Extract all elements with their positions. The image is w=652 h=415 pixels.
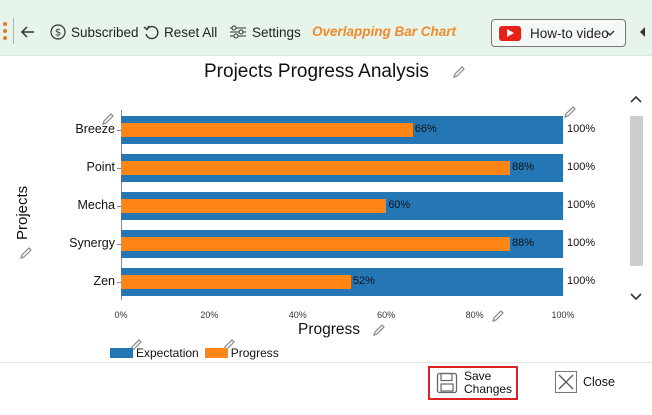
- progress-bar-point[interactable]: [121, 161, 510, 175]
- edit-title-pencil-icon[interactable]: [452, 65, 466, 79]
- settings-button[interactable]: Settings: [229, 22, 301, 42]
- floppy-disk-icon: [436, 372, 458, 394]
- chart-legend: Expectation Progress: [110, 346, 285, 360]
- category-label-zen: Zen: [93, 274, 115, 288]
- progress-value-label-zen: 52%: [352, 275, 375, 287]
- expectation-value-label-synergy: 100%: [567, 237, 596, 249]
- progress-bar-breeze[interactable]: [121, 123, 413, 137]
- edit-y-axis-pencil-icon[interactable]: [19, 246, 33, 260]
- back-arrow-icon: [20, 26, 34, 38]
- svg-text:$: $: [55, 28, 61, 39]
- y-tick-point: [117, 168, 121, 169]
- y-axis-title: Projects: [14, 185, 31, 240]
- sliders-icon: [230, 25, 246, 39]
- expectation-value-label-breeze: 100%: [567, 123, 596, 135]
- x-tick-label: 0%: [114, 310, 128, 320]
- y-tick-synergy: [117, 244, 121, 245]
- save-label-line1: Save: [464, 369, 492, 383]
- progress-value-label-breeze: 66%: [414, 123, 437, 135]
- scrollbar-thumb[interactable]: [630, 116, 643, 266]
- legend-item-expectation: Expectation: [110, 346, 199, 360]
- edit-x-axis-pencil-icon[interactable]: [491, 309, 505, 323]
- save-changes-button[interactable]: Save Changes: [428, 366, 518, 400]
- legend-swatch-progress: [204, 348, 228, 358]
- progress-bar-synergy[interactable]: [121, 237, 510, 251]
- chart-type-name: Overlapping Bar Chart: [312, 24, 457, 39]
- legend-label-progress: Progress: [230, 346, 279, 360]
- save-changes-label: Save Changes: [464, 370, 512, 396]
- progress-value-label-point: 88%: [511, 161, 534, 173]
- close-button[interactable]: Close: [555, 371, 615, 393]
- expectation-value-label-point: 100%: [567, 161, 596, 173]
- footer-separator: [0, 362, 652, 363]
- progress-bar-mecha[interactable]: [121, 199, 387, 213]
- expectation-value-label-zen: 100%: [567, 275, 596, 287]
- vertical-scrollbar[interactable]: [628, 86, 644, 310]
- close-icon: [555, 371, 577, 393]
- subscribed-label: Subscribed: [71, 24, 139, 40]
- youtube-icon: [499, 25, 521, 41]
- how-to-video-dropdown[interactable]: How-to video: [491, 19, 626, 47]
- close-label: Close: [583, 375, 615, 389]
- category-label-synergy: Synergy: [69, 236, 115, 250]
- legend-label-expectation: Expectation: [136, 346, 199, 360]
- dollar-icon: $: [50, 24, 66, 40]
- reset-all-label: Reset All: [164, 24, 218, 40]
- category-label-mecha: Mecha: [77, 198, 115, 212]
- legend-swatch-expectation: [110, 348, 133, 358]
- x-tick-label: 40%: [288, 310, 307, 320]
- x-axis-title: Progress: [298, 321, 361, 338]
- x-tick-label: 100%: [551, 310, 575, 320]
- scroll-up-icon[interactable]: [629, 94, 643, 104]
- progress-value-label-synergy: 88%: [511, 237, 534, 249]
- chevron-down-icon: [605, 30, 615, 36]
- back-button[interactable]: [20, 22, 41, 42]
- more-options-icon[interactable]: [3, 22, 9, 42]
- legend-item-progress: Progress: [204, 346, 279, 360]
- edit-x-ticks-pencil-icon[interactable]: [129, 338, 143, 352]
- x-tick-label: 20%: [200, 310, 219, 320]
- subscribed-button[interactable]: $ Subscribed: [50, 22, 139, 42]
- edit-x-title-pencil-icon[interactable]: [372, 323, 386, 337]
- expectation-value-label-mecha: 100%: [567, 199, 596, 211]
- category-label-point: Point: [86, 160, 116, 174]
- x-tick-label: 80%: [465, 310, 484, 320]
- toolbar-separator: [13, 18, 14, 44]
- progress-bar-zen[interactable]: [121, 275, 351, 289]
- how-to-video-label: How-to video: [530, 25, 609, 41]
- category-label-breeze: Breeze: [75, 122, 115, 136]
- collapse-arrow-icon[interactable]: [638, 26, 648, 38]
- edit-labels-pencil-icon[interactable]: [563, 105, 577, 119]
- y-tick-zen: [117, 282, 121, 283]
- x-tick-label: 60%: [377, 310, 396, 320]
- progress-value-label-mecha: 60%: [388, 199, 411, 211]
- settings-label: Settings: [252, 24, 301, 40]
- reset-all-button[interactable]: Reset All: [143, 22, 217, 42]
- y-tick-mecha: [117, 206, 121, 207]
- scroll-down-icon[interactable]: [629, 292, 643, 302]
- save-label-line2: Changes: [464, 382, 513, 396]
- y-tick-breeze: [117, 130, 121, 131]
- chart-title: Projects Progress Analysis: [204, 61, 429, 82]
- undo-icon: [143, 25, 159, 40]
- edit-categories-pencil-icon[interactable]: [101, 112, 115, 126]
- toolbar: $ Subscribed Reset All Settings Overlapp…: [0, 0, 652, 56]
